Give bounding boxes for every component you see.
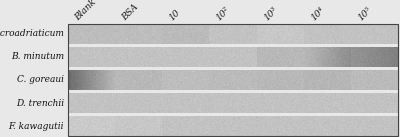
- Text: 10⁵: 10⁵: [356, 5, 373, 22]
- Bar: [68, 90, 398, 93]
- Text: 10⁴: 10⁴: [309, 5, 326, 22]
- Text: B. minutum: B. minutum: [11, 52, 64, 61]
- Text: 10³: 10³: [262, 5, 279, 22]
- Bar: [68, 24, 398, 136]
- Bar: [68, 67, 398, 70]
- Text: C. goreaui: C. goreaui: [17, 75, 64, 85]
- Text: Blank: Blank: [74, 0, 98, 22]
- Text: F. kawagutii: F. kawagutii: [8, 122, 64, 131]
- Text: S. microadriaticum: S. microadriaticum: [0, 29, 64, 38]
- Text: D. trenchii: D. trenchii: [16, 99, 64, 108]
- Bar: [68, 113, 398, 116]
- Text: BSA: BSA: [120, 2, 140, 22]
- Bar: [68, 44, 398, 47]
- Text: 10: 10: [168, 8, 182, 22]
- Text: 10²: 10²: [215, 5, 232, 22]
